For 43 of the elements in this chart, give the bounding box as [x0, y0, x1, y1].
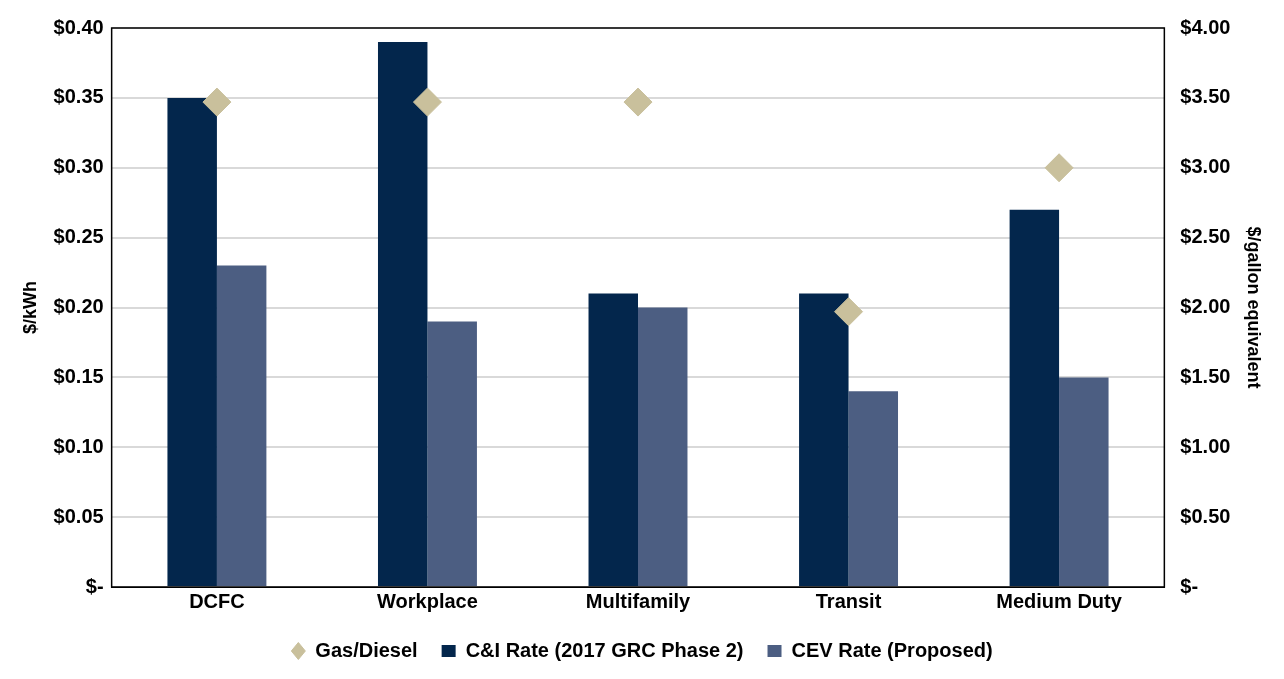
y-tick-label: $0.35 [53, 85, 104, 108]
bar [848, 391, 899, 586]
y-tick-label: $0.40 [53, 15, 104, 38]
point [202, 87, 232, 117]
y-tick-label: $0.10 [53, 434, 104, 457]
point [412, 87, 442, 117]
y2-tick-label: $- [1180, 574, 1199, 597]
x-tick-label: Multifamily [585, 589, 692, 612]
bar [1009, 209, 1060, 586]
bar [1059, 377, 1109, 586]
bar [377, 41, 428, 586]
y-tick-label: $0.20 [53, 295, 104, 318]
y2-tick-label: $0.50 [1180, 504, 1231, 527]
point [834, 297, 864, 327]
x-tick-label: Medium Duty [996, 589, 1123, 612]
y-tick-label: $0.25 [53, 225, 104, 248]
bar [167, 97, 217, 586]
x-tick-label: DCFC [189, 589, 245, 612]
y2-tick-label: $2.00 [1180, 295, 1231, 318]
y2-tick-label: $1.00 [1180, 434, 1231, 457]
y-tick-label: $0.15 [53, 364, 104, 387]
bar [216, 265, 267, 586]
bar [638, 307, 688, 586]
y2-tick-label: $3.50 [1180, 85, 1231, 108]
bar [588, 293, 638, 586]
bar [799, 293, 849, 586]
x-tick-label: Workplace [377, 589, 478, 612]
y-tick-label: $0.05 [53, 504, 104, 527]
y-tick-label: $- [85, 574, 104, 597]
legend-label: C&I Rate (2017 GRC Phase 2) [465, 638, 744, 661]
y2-tick-label: $3.00 [1180, 155, 1231, 178]
y2-tick-label: $2.50 [1180, 225, 1231, 248]
legend-label: Gas/Diesel [315, 638, 418, 661]
y2-tick-label: $4.00 [1180, 15, 1231, 38]
y2-tick-label: $1.50 [1180, 364, 1231, 387]
point [1044, 153, 1074, 183]
x-tick-label: Transit [815, 589, 882, 612]
y-axis-title: $/kWh [19, 280, 40, 335]
legend-label: CEV Rate (Proposed) [791, 638, 993, 661]
y2-axis-title: $/gallon equivalent [1244, 226, 1265, 389]
point [623, 87, 653, 117]
bar [427, 321, 477, 586]
y-tick-label: $0.30 [53, 155, 104, 178]
